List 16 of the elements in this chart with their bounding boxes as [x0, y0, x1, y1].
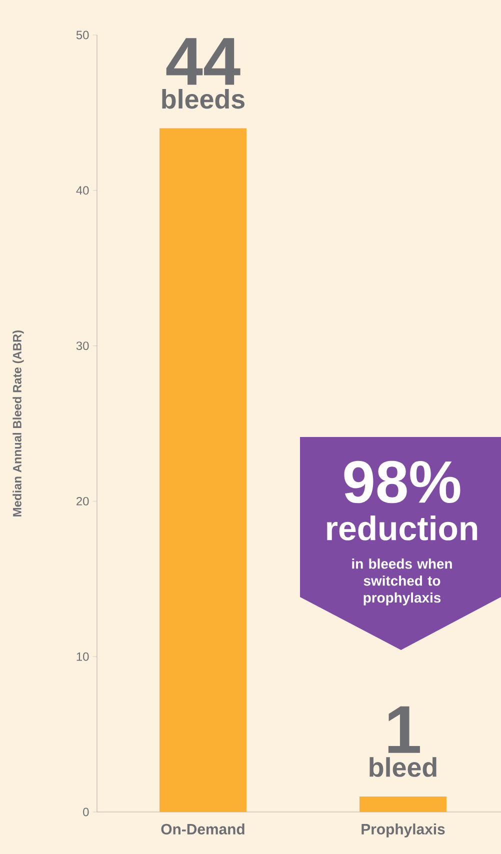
y-tick-label: 0: [82, 808, 89, 816]
data-label: 1: [388, 706, 420, 753]
y-tick-label: 50: [76, 30, 89, 40]
data-label: 44: [166, 38, 240, 85]
y-tick-label: 40: [76, 186, 89, 195]
y-tick-label: 10: [76, 652, 89, 661]
y-tick-label: 20: [76, 496, 89, 506]
x-tick-label: On-Demand: [161, 824, 244, 834]
annotation: reduction: [326, 516, 477, 540]
annotation: 98%: [344, 460, 460, 504]
x-tick-label: Prophylaxis: [362, 824, 445, 838]
annotation: bleeds: [162, 88, 244, 109]
annotation: in bleeds when switched to prophylaxis: [352, 558, 452, 606]
y-tick-label: 30: [76, 342, 89, 350]
annotation: bleed: [370, 757, 436, 777]
y-axis-title: Median Annual Bleed Rate (ABR): [12, 330, 24, 516]
